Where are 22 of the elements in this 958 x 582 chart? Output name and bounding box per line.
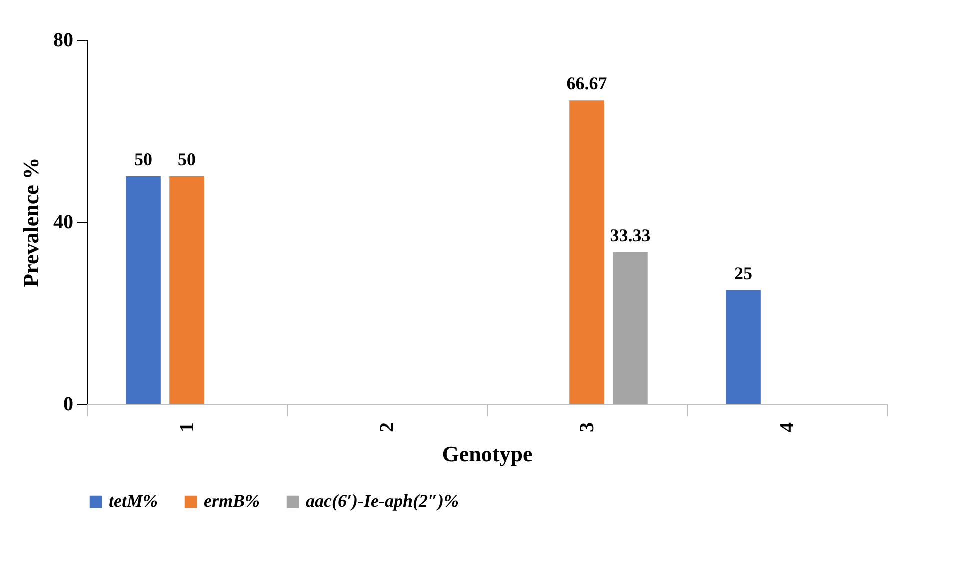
bar: [570, 100, 604, 404]
legend-label: tetM%: [109, 491, 158, 511]
y-tick-label: 0: [64, 394, 74, 416]
legend-label: aac(6′)-Ie-aph(2″)%: [306, 491, 459, 511]
bar: [726, 290, 761, 404]
bar: [170, 176, 204, 404]
legend-label: ermB%: [204, 491, 260, 511]
x-tick-label: 3: [576, 422, 598, 432]
bar: [613, 252, 648, 404]
data-label: 66.67: [566, 74, 608, 94]
y-axis-title: Prevalence %: [18, 158, 44, 288]
data-label: 50: [178, 150, 196, 170]
x-tick-label: 1: [176, 422, 198, 432]
data-label: 25: [734, 263, 753, 284]
y-tick-label: 40: [54, 212, 74, 234]
x-tick-label: 2: [376, 422, 398, 432]
data-label: 33.33: [610, 225, 651, 246]
y-tick-label: 80: [54, 30, 74, 52]
x-tick-label: 4: [776, 422, 798, 432]
data-label: 50: [134, 150, 153, 170]
bar: [126, 176, 161, 404]
x-axis-title: Genotype: [442, 442, 533, 466]
